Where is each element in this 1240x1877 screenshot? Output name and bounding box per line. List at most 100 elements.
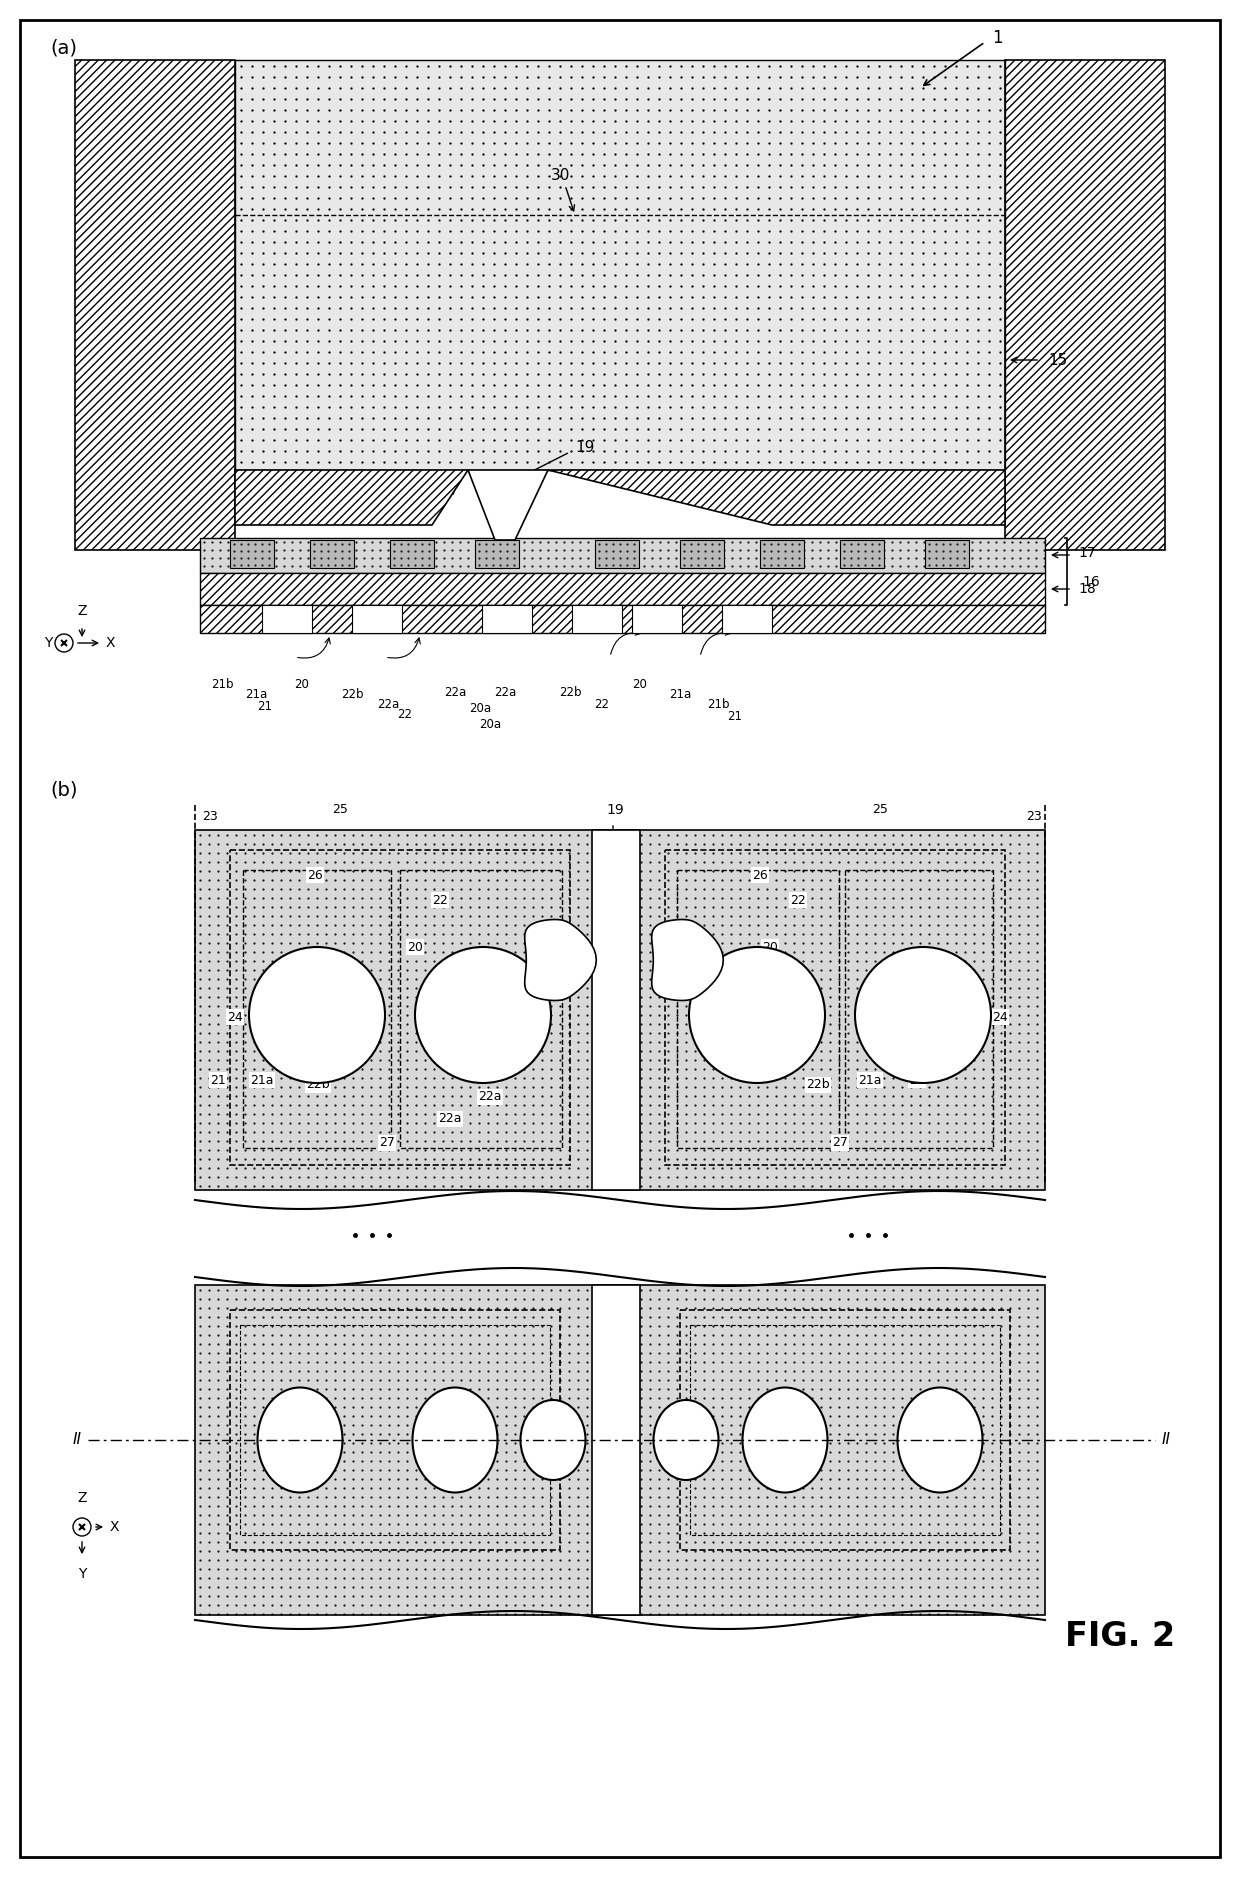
Bar <box>236 60 1004 469</box>
Text: Z: Z <box>77 1490 87 1505</box>
Text: 22: 22 <box>790 893 806 907</box>
Text: 15: 15 <box>1048 353 1068 368</box>
Bar <box>839 541 884 569</box>
Text: 27: 27 <box>832 1136 848 1149</box>
Polygon shape <box>548 469 1004 526</box>
Text: Z: Z <box>77 604 87 618</box>
Bar <box>925 541 968 569</box>
Text: 22: 22 <box>432 893 448 907</box>
Text: 21a: 21a <box>668 687 691 700</box>
Text: 22a: 22a <box>377 698 399 711</box>
Text: 20: 20 <box>763 940 777 954</box>
Text: 21: 21 <box>258 700 273 713</box>
Bar <box>677 871 839 1149</box>
Bar <box>665 850 1004 1166</box>
Bar <box>632 604 682 633</box>
Text: 24: 24 <box>227 1010 243 1023</box>
Text: 20: 20 <box>295 678 310 691</box>
Bar <box>1004 60 1166 550</box>
Text: 22: 22 <box>398 708 413 721</box>
Polygon shape <box>236 469 467 526</box>
Bar <box>844 871 993 1149</box>
Bar <box>572 604 622 633</box>
Ellipse shape <box>258 1387 342 1492</box>
Bar <box>195 830 1045 1190</box>
Text: 17: 17 <box>1078 546 1096 559</box>
Text: 24: 24 <box>992 1010 1008 1023</box>
Text: 20: 20 <box>632 678 647 691</box>
Text: 22b: 22b <box>341 687 363 700</box>
Text: 26: 26 <box>753 869 768 882</box>
Text: 22b: 22b <box>306 1079 330 1092</box>
Bar <box>229 541 274 569</box>
Circle shape <box>415 948 551 1083</box>
Text: 1: 1 <box>992 28 1003 47</box>
Bar <box>401 871 562 1149</box>
Bar <box>591 830 640 1190</box>
Bar <box>262 604 312 633</box>
Text: 21a: 21a <box>250 1074 274 1087</box>
Text: 22b: 22b <box>806 1079 830 1092</box>
Bar <box>243 871 391 1149</box>
Text: 20a: 20a <box>479 717 501 730</box>
Bar <box>760 541 804 569</box>
Text: 24: 24 <box>870 494 885 507</box>
Polygon shape <box>525 920 596 1000</box>
Text: 21b: 21b <box>707 698 729 711</box>
Text: X: X <box>105 636 115 649</box>
Text: 27: 27 <box>759 484 775 497</box>
Bar <box>352 604 402 633</box>
Text: 27: 27 <box>379 1136 394 1149</box>
Text: 25: 25 <box>332 803 348 816</box>
Text: 21a: 21a <box>244 687 267 700</box>
Text: 22a: 22a <box>438 1113 461 1126</box>
Text: 25: 25 <box>872 803 888 816</box>
Text: 22a: 22a <box>494 685 516 698</box>
Circle shape <box>689 948 825 1083</box>
Text: 16: 16 <box>1083 574 1100 589</box>
Bar <box>200 572 1045 604</box>
Text: 20a: 20a <box>466 1047 490 1059</box>
Text: 22a: 22a <box>479 1091 502 1104</box>
Bar <box>229 1310 560 1550</box>
Ellipse shape <box>653 1400 718 1479</box>
Bar <box>229 850 570 1166</box>
Bar <box>200 604 1045 633</box>
Bar <box>689 1325 999 1535</box>
Ellipse shape <box>521 1400 585 1479</box>
Text: 20a: 20a <box>476 1068 500 1081</box>
Bar <box>195 1286 1045 1614</box>
Bar <box>595 541 639 569</box>
Bar <box>482 604 532 633</box>
Bar <box>475 541 520 569</box>
Text: 19: 19 <box>606 803 624 816</box>
Bar <box>722 604 773 633</box>
Text: 21b: 21b <box>211 678 233 691</box>
Text: 30: 30 <box>551 167 569 182</box>
Text: 26: 26 <box>412 488 428 501</box>
Bar <box>241 1325 551 1535</box>
Text: 21: 21 <box>728 710 743 723</box>
Text: 19: 19 <box>575 439 594 454</box>
Text: Y: Y <box>43 636 52 649</box>
Bar <box>680 1310 1011 1550</box>
Text: II: II <box>1162 1432 1171 1447</box>
Text: 21a: 21a <box>858 1074 882 1087</box>
Text: 22a: 22a <box>444 685 466 698</box>
Text: 18: 18 <box>1078 582 1096 597</box>
Text: (a): (a) <box>50 39 77 58</box>
Circle shape <box>856 948 991 1083</box>
Text: 20: 20 <box>407 940 423 954</box>
Bar <box>236 60 1004 469</box>
Polygon shape <box>652 920 723 1000</box>
Text: Y: Y <box>78 1567 87 1580</box>
Text: (b): (b) <box>50 781 77 800</box>
Circle shape <box>249 948 384 1083</box>
Text: 21: 21 <box>909 1074 925 1087</box>
Polygon shape <box>467 469 548 541</box>
Text: 23: 23 <box>1027 811 1042 822</box>
Text: 26: 26 <box>789 488 805 501</box>
Text: 20a: 20a <box>469 702 491 715</box>
Bar <box>591 1286 640 1614</box>
Bar <box>74 60 236 550</box>
